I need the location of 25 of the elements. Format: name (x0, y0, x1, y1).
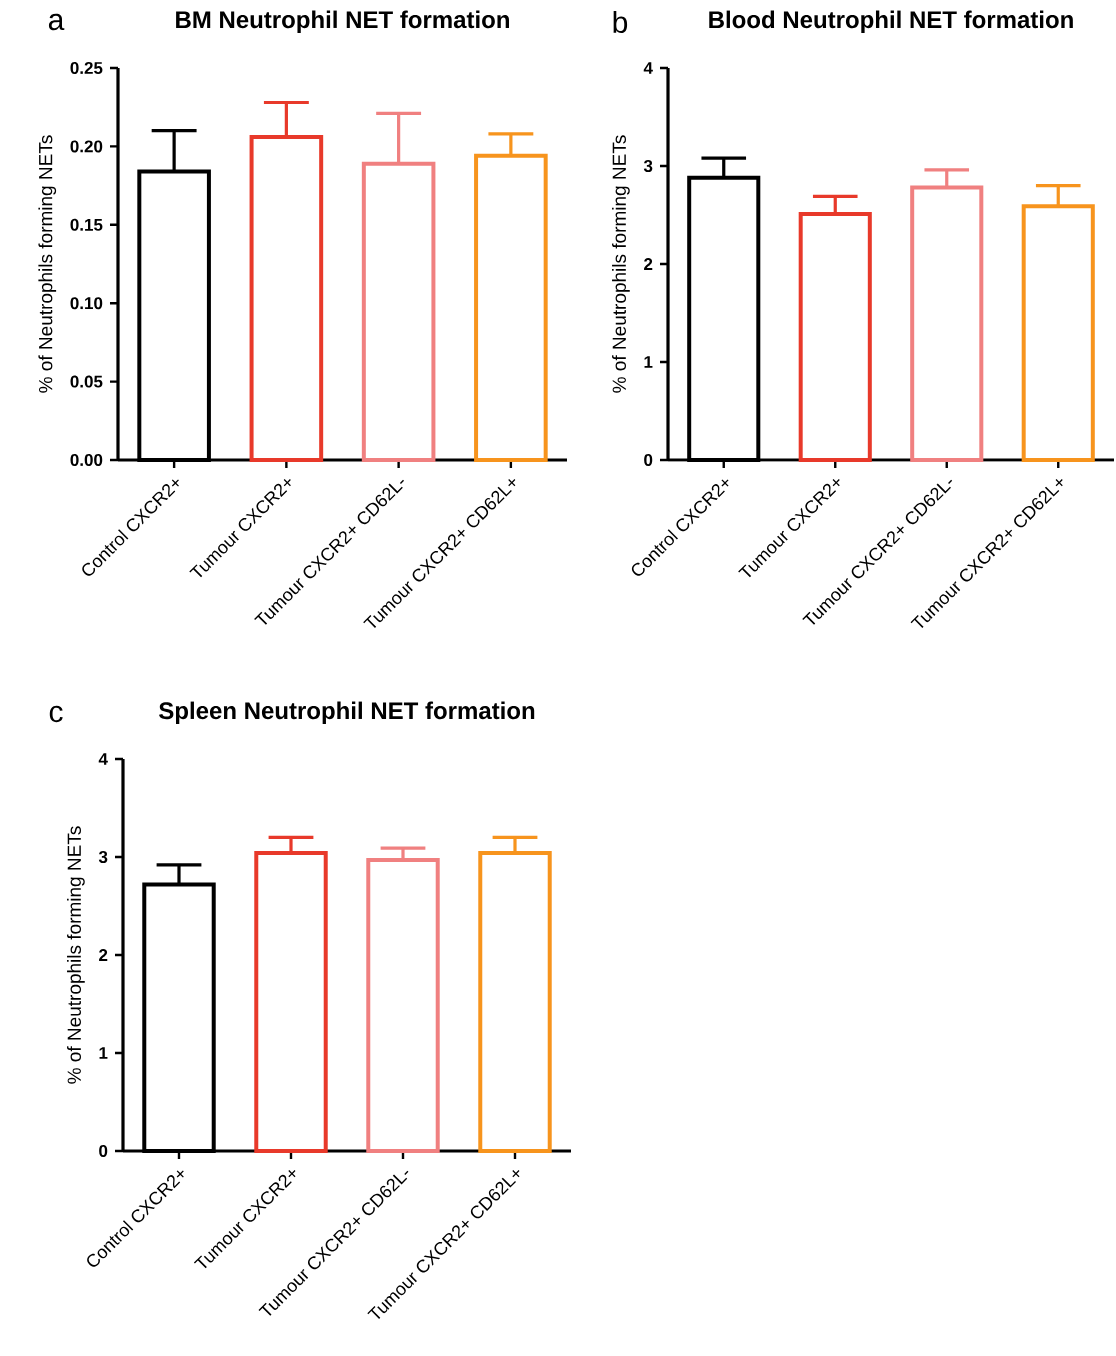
chart-title: Spleen Neutrophil NET formation (159, 701, 535, 724)
y-axis-title: % of Neutrophils forming NETs (67, 826, 85, 1084)
y-tick-label: 0.00 (70, 453, 103, 466)
y-axis-title: % of Neutrophils forming NETs (612, 135, 630, 393)
y-tick-label: 3 (98, 850, 108, 864)
chart-title: Blood Neutrophil NET formation (709, 10, 1073, 33)
text: a (48, 13, 65, 31)
y-tick-label: 0.10 (70, 297, 103, 310)
y-tick-label: 0.05 (70, 375, 103, 388)
y-tick-label: 4 (643, 62, 653, 74)
y-axis-title: % of Neutrophils forming NETs (38, 135, 57, 393)
chart-title: BM Neutrophil NET formation (176, 10, 509, 33)
y-tick-label: 1 (644, 356, 653, 368)
y-tick-label: 1 (99, 1047, 108, 1059)
y-tick-label: 0.20 (70, 140, 103, 153)
y-tick-label: 0.15 (70, 218, 103, 231)
y-tick-label: 0 (644, 453, 653, 466)
y-tick-label: 3 (643, 159, 653, 173)
text: c (49, 705, 63, 723)
y-tick-label: 0 (99, 1144, 108, 1158)
y-tick-label: 2 (99, 949, 108, 961)
text: b (613, 10, 628, 33)
y-tick-label: 2 (644, 258, 653, 270)
y-tick-label: 4 (98, 753, 108, 765)
y-tick-label: 0.25 (70, 61, 103, 74)
